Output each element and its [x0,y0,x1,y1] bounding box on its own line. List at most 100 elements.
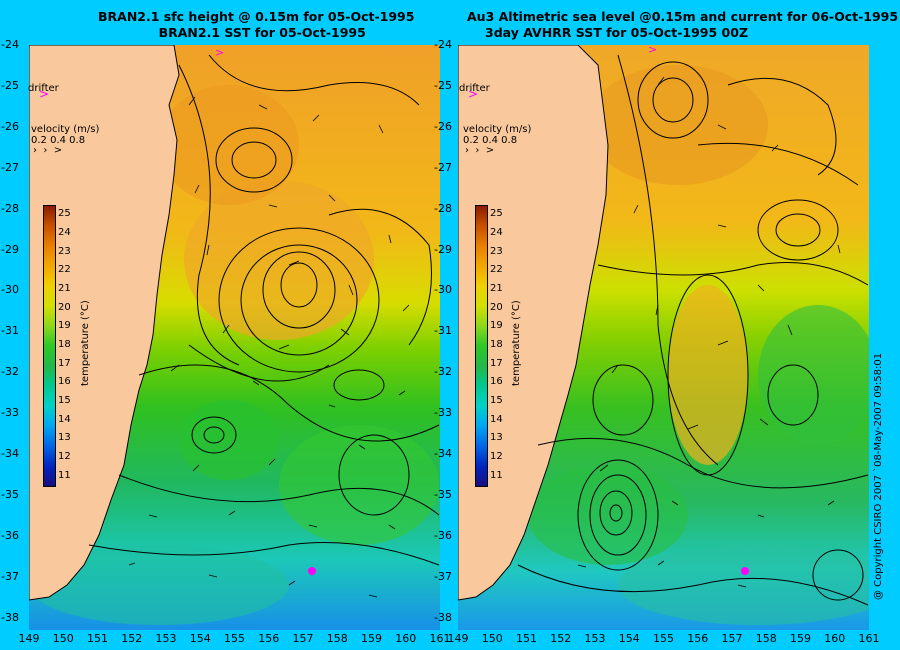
colorbar-tick-label: 12 [58,451,71,462]
latitude-tick-label: -31 [434,324,452,338]
latitude-tick-label: -34 [434,447,452,460]
colorbar-tick-label: 11 [58,469,71,481]
svg-text:>: > [215,46,224,59]
latitude-tick-label: -26 [1,119,19,133]
latitude-tick-label: -31 [1,324,19,338]
svg-text:>: > [468,87,478,101]
left-velocity-arrows: › › > [33,145,63,156]
colorbar-tick-label: 23 [58,245,71,257]
left-map-panel: > > [29,45,440,630]
latitude-tick-label: -35 [434,487,452,501]
colorbar-tick-label: 16 [58,376,71,388]
colorbar-tick-label: 20 [58,301,71,313]
left-drifter-label: drifter [28,83,59,94]
colorbar-tick-label: 17 [490,357,503,369]
latitude-tick-label: -38 [1,610,19,624]
colorbar-tick-label: 14 [58,413,71,425]
longitude-tick-label: 150 [52,632,74,645]
latitude-tick-label: -29 [1,242,19,256]
colorbar-tick-label: 16 [490,376,503,388]
left-colorbar [43,205,56,487]
longitude-tick-label: 157 [292,632,314,645]
colorbar-tick-label: 24 [58,227,71,238]
colorbar-tick-label: 13 [490,432,503,444]
svg-text:>: > [648,45,657,56]
longitude-tick-label: 149 [18,632,40,645]
latitude-tick-label: -26 [434,119,452,133]
colorbar-tick-label: 13 [58,432,71,444]
latitude-tick-label: -36 [1,528,19,542]
right-map-panel: > > [458,45,869,630]
colorbar-tick-label: 12 [490,451,503,462]
latitude-tick-label: -27 [434,160,452,174]
colorbar-tick-label: 19 [58,320,71,332]
longitude-tick-label: 154 [189,632,211,645]
latitude-tick-label: -36 [434,528,452,542]
latitude-tick-label: -32 [1,365,19,379]
latitude-tick-label: -29 [434,242,452,256]
svg-text:>: > [39,87,49,101]
colorbar-tick-label: 22 [58,264,71,276]
latitude-tick-label: -30 [434,283,452,297]
longitude-tick-label: 159 [361,632,382,645]
colorbar-tick-label: 15 [490,395,503,406]
latitude-tick-label: -37 [434,569,452,583]
longitude-tick-label: 152 [550,632,572,645]
right-velocity-title: velocity (m/s) [463,124,532,135]
colorbar-tick-label: 21 [58,283,71,294]
longitude-tick-label: 158 [326,632,348,645]
longitude-tick-label: 152 [121,632,143,645]
colorbar-tick-label: 20 [490,301,503,313]
latitude-tick-label: -28 [1,201,19,215]
colorbar-tick-label: 22 [490,264,503,276]
latitude-tick-label: -33 [1,406,19,420]
latitude-tick-label: -34 [1,447,19,460]
longitude-tick-label: 150 [481,632,503,645]
colorbar-tick-label: 17 [58,357,71,369]
latitude-tick-label: -25 [1,78,19,92]
latitude-tick-label: -33 [434,406,452,420]
latitude-tick-label: -27 [1,160,19,174]
longitude-tick-label: 160 [824,632,846,645]
longitude-tick-label: 151 [87,632,108,645]
colorbar-tick-label: 19 [490,320,503,332]
colorbar-tick-label: 15 [58,395,71,406]
colorbar-tick-label: 25 [490,208,503,220]
latitude-tick-label: -28 [434,201,452,215]
longitude-tick-label: 160 [395,632,417,645]
longitude-tick-label: 161 [429,632,451,645]
longitude-tick-label: 149 [447,632,469,645]
colorbar-tick-label: 21 [490,283,503,294]
right-velocity-values: 0.2 0.4 0.8 [463,135,518,146]
latitude-tick-label: -37 [1,569,19,583]
colorbar-tick-label: 14 [490,413,503,425]
colorbar-tick-label: 25 [58,208,71,220]
longitude-tick-label: 155 [653,632,674,645]
right-velocity-arrows: › › > [465,145,495,156]
longitude-tick-label: 153 [155,632,177,645]
right-drifter-label: drifter [459,83,490,94]
left-map-svg: > > [29,45,440,630]
latitude-tick-label: -38 [434,610,452,624]
latitude-tick-label: -30 [1,283,19,297]
latitude-tick-label: -32 [434,365,452,379]
left-colorbar-title: temperature (°C) [80,300,91,386]
colorbar-tick-label: 18 [490,339,503,350]
latitude-tick-label: -24 [434,38,452,51]
colorbar-tick-label: 23 [490,245,503,257]
longitude-tick-label: 154 [618,632,640,645]
longitude-tick-label: 155 [224,632,245,645]
right-colorbar [475,205,488,487]
longitude-tick-label: 156 [687,632,709,645]
longitude-tick-label: 161 [858,632,880,645]
latitude-tick-label: -25 [434,78,452,92]
left-velocity-values: 0.2 0.4 0.8 [31,135,86,146]
longitude-tick-label: 156 [258,632,280,645]
longitude-tick-label: 151 [516,632,537,645]
right-panel-title: Au3 Altimetric sea level @0.15m and curr… [467,9,900,40]
copyright-notice: @ Copyright CSIRO 2007 `08-May-2007 09:5… [873,352,884,600]
longitude-tick-label: 158 [755,632,777,645]
colorbar-tick-label: 24 [490,227,503,238]
left-panel-title: BRAN2.1 sfc height @ 0.15m for 05-Oct-19… [98,9,415,40]
latitude-tick-label: -35 [1,487,19,501]
